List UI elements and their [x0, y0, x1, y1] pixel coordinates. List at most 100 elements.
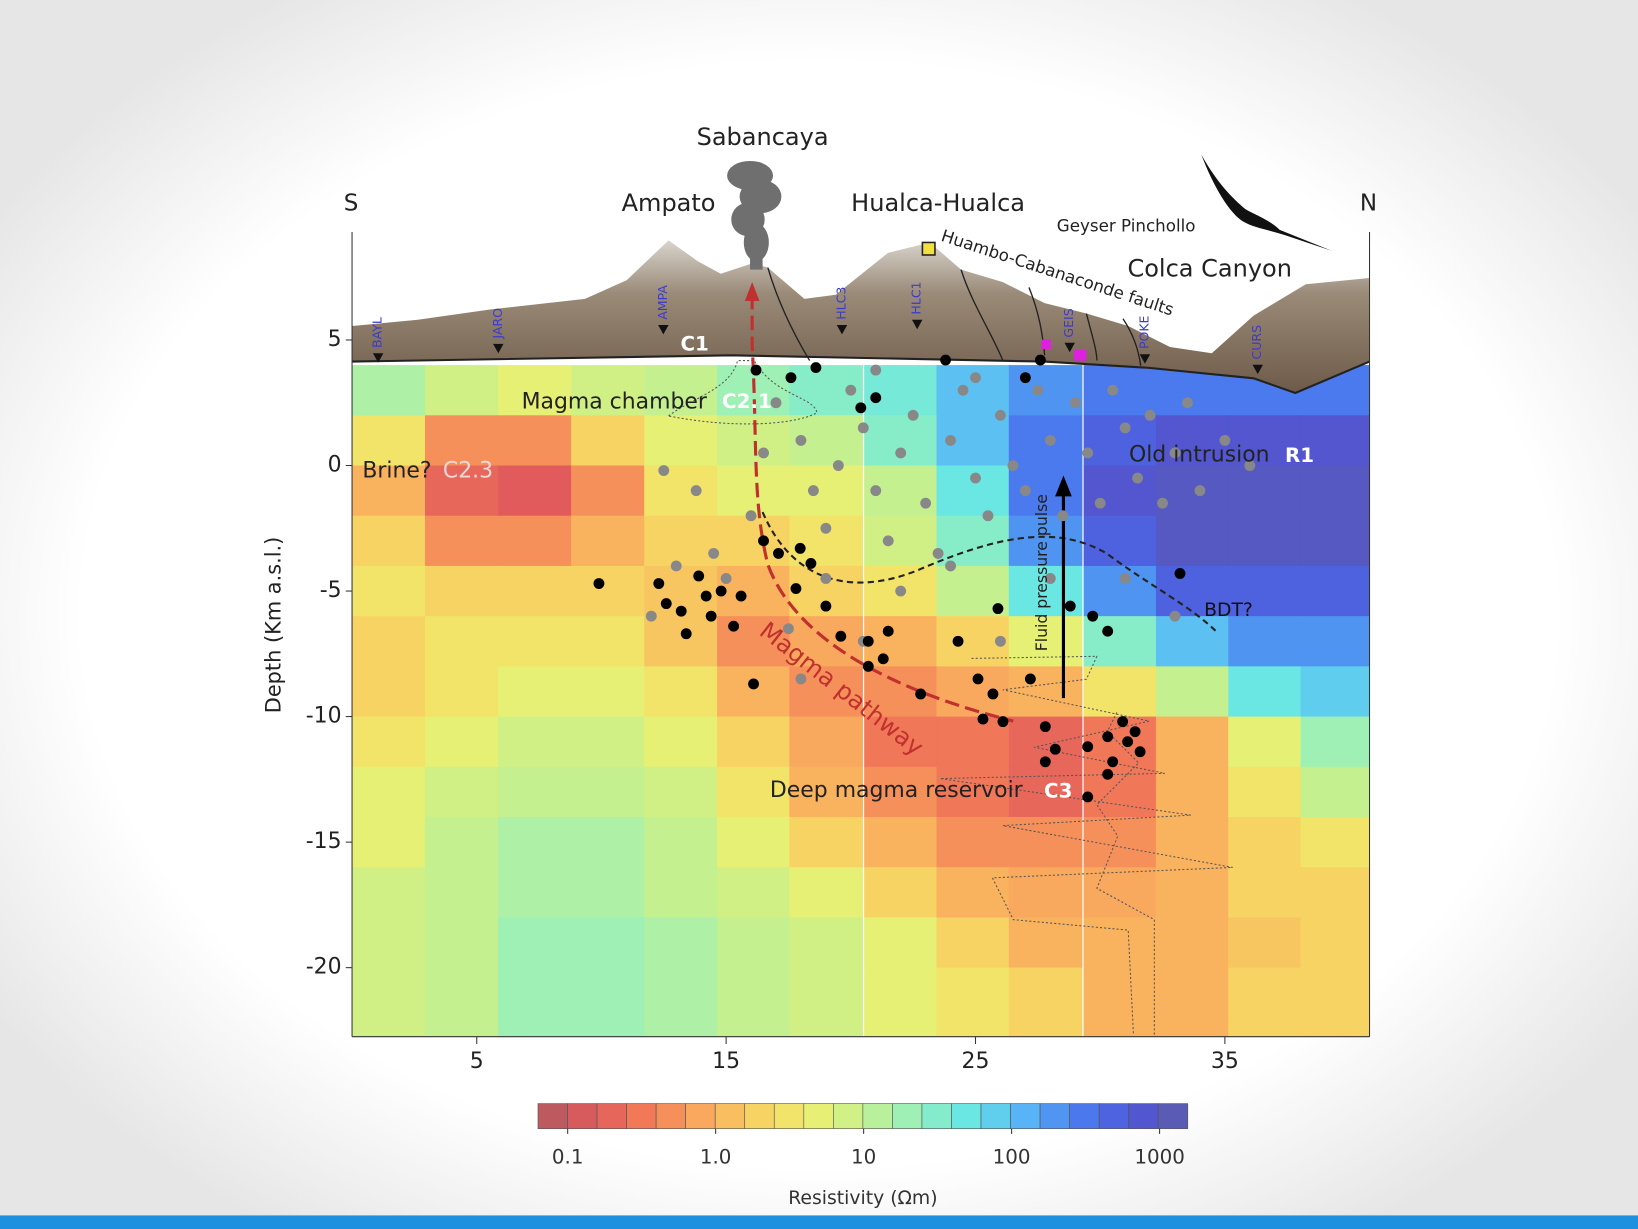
heat-cell	[1155, 415, 1230, 467]
heat-cell	[498, 716, 572, 768]
earthquake	[870, 485, 882, 497]
heat-cell	[1155, 967, 1230, 1019]
annotation: C2.1	[722, 390, 772, 413]
colorbar-box	[980, 1103, 1011, 1129]
earthquake	[835, 630, 847, 642]
heat-cell	[864, 967, 938, 1019]
colorbar-tick-label: 1000	[1134, 1145, 1185, 1168]
earthquake	[1064, 600, 1076, 612]
earthquake	[932, 547, 944, 559]
heat-cell	[352, 716, 426, 768]
heat-cell	[352, 565, 426, 617]
heat-cell	[1300, 565, 1370, 617]
heat-cell	[1155, 515, 1230, 567]
earthquake	[1122, 736, 1134, 748]
station-label: AMPA	[655, 285, 670, 320]
heat-cell	[644, 716, 718, 768]
earthquake	[675, 605, 687, 617]
heat-cell	[1228, 666, 1302, 718]
heat-cell	[1155, 616, 1230, 667]
earthquake	[1102, 731, 1114, 743]
heat-cell	[424, 415, 499, 467]
earthquake	[1244, 460, 1256, 471]
heat-cell	[571, 515, 645, 567]
heat-cell	[424, 616, 499, 667]
heat-cell	[1083, 817, 1158, 868]
earthquake	[857, 422, 869, 434]
earthquake	[970, 372, 981, 384]
earthquake	[708, 547, 720, 559]
colorbar-box	[744, 1103, 775, 1129]
heat-cell	[789, 817, 863, 868]
heat-cell	[1083, 1017, 1158, 1037]
y-tick-label: 5	[328, 327, 342, 352]
earthquake	[1119, 422, 1131, 434]
station-label: JARO	[490, 308, 505, 340]
heat-cell	[1228, 1017, 1302, 1037]
heat-cell	[424, 917, 499, 969]
heat-cell	[1083, 917, 1158, 969]
heat-cell	[1228, 565, 1302, 617]
faults	[767, 267, 1142, 366]
heat-cell	[789, 766, 863, 818]
annotation: C1	[681, 332, 709, 355]
station-marker	[1252, 364, 1263, 375]
heat-cell	[1083, 967, 1158, 1019]
heat-cell	[424, 766, 499, 818]
heat-cell	[571, 766, 645, 818]
heat-cell	[424, 1017, 499, 1037]
earthquake	[1082, 447, 1094, 459]
heat-cell	[644, 415, 718, 467]
heat-cell	[352, 867, 426, 918]
ash-plume	[727, 160, 782, 270]
earthquake	[945, 434, 956, 446]
heat-cell	[864, 867, 938, 918]
earthquake	[995, 635, 1006, 647]
earthquake	[845, 384, 857, 396]
colorbar-box	[1010, 1103, 1041, 1129]
heat-cell	[498, 565, 572, 617]
fluid-arrowhead	[1055, 475, 1072, 497]
station-marker	[493, 343, 504, 354]
earthquake	[1169, 447, 1181, 459]
earthquake	[1019, 372, 1031, 384]
earthquake	[982, 510, 994, 522]
heat-cell	[717, 817, 791, 868]
heat-cell	[789, 1017, 863, 1037]
earthquake	[1087, 610, 1099, 622]
heat-cell	[571, 616, 645, 667]
earthquake	[1024, 673, 1036, 685]
heat-cell	[1083, 616, 1158, 667]
reservoir-outline	[940, 655, 1233, 1035]
heat-cell	[498, 616, 572, 667]
heat-cell	[352, 967, 426, 1019]
heat-cell	[571, 465, 645, 517]
y-tick-label: -10	[306, 704, 342, 729]
heatmap	[352, 365, 1370, 1037]
earthquake	[820, 573, 832, 584]
colorbar-box	[626, 1103, 657, 1129]
annotation: Old intrusion	[1129, 443, 1270, 468]
earthquake	[832, 460, 844, 471]
earthquake	[940, 354, 952, 366]
colorbar-box	[714, 1103, 746, 1129]
heat-cell	[1300, 666, 1370, 718]
heat-cell	[1228, 415, 1302, 467]
heat-cell	[1008, 666, 1083, 718]
heat-cell	[571, 917, 645, 969]
heat-cell	[498, 365, 572, 416]
heat-cell	[498, 1017, 572, 1037]
heat-cell	[644, 515, 718, 567]
annotation: R1	[1285, 444, 1314, 467]
earthquake	[1132, 472, 1144, 484]
heat-cell	[936, 817, 1011, 868]
heat-cell	[1083, 565, 1158, 617]
x-tick-label: 35	[1211, 1049, 1239, 1074]
heat-cell	[1008, 365, 1083, 416]
station-marker	[658, 325, 669, 335]
earthquake	[593, 578, 605, 589]
heat-cell	[936, 1017, 1011, 1037]
earthquake	[810, 362, 822, 374]
heat-cell	[717, 766, 791, 818]
